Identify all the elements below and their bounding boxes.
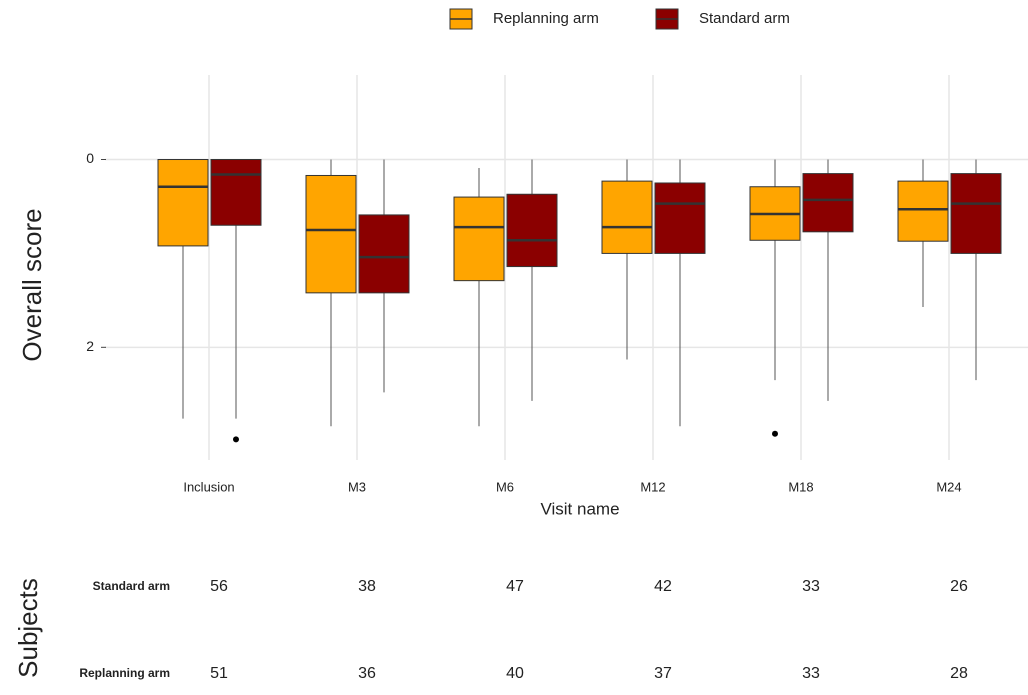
box <box>950 173 1002 254</box>
legend-label: Standard arm <box>699 10 790 27</box>
cell: 37 <box>654 665 672 682</box>
row-label: Standard arm <box>93 579 170 593</box>
box <box>210 159 262 226</box>
box <box>358 214 410 294</box>
row-label: Replanning arm <box>79 666 170 680</box>
cell: 40 <box>506 665 524 682</box>
cell: 56 <box>210 578 228 595</box>
y-axis-title: Overall score <box>17 208 47 361</box>
table-title: Subjects <box>13 578 43 678</box>
cell: 28 <box>950 665 968 682</box>
cell: 38 <box>358 578 376 595</box>
x-tick-label: M12 <box>640 479 665 494</box>
box <box>897 180 949 242</box>
x-tick-label: M18 <box>788 479 813 494</box>
cell: 42 <box>654 578 672 595</box>
x-axis-title: Visit name <box>540 499 619 518</box>
box <box>506 193 558 268</box>
cell: 51 <box>210 665 228 682</box>
box <box>601 180 653 254</box>
box <box>157 159 209 247</box>
x-tick-label: Inclusion <box>183 479 234 494</box>
box <box>453 196 505 282</box>
y-tick-label: 0 <box>86 150 94 166</box>
cell: 36 <box>358 665 376 682</box>
x-tick-label: M6 <box>496 479 514 494</box>
y-tick-label: 2 <box>86 338 94 354</box>
cell: 47 <box>506 578 524 595</box>
outlier <box>772 430 778 437</box>
x-tick-label: M3 <box>348 479 366 494</box>
box <box>654 182 706 254</box>
outlier <box>233 436 239 443</box>
x-tick-label: M24 <box>936 479 961 494</box>
cell: 33 <box>802 578 820 595</box>
box <box>802 173 854 233</box>
cell: 33 <box>802 665 820 682</box>
legend-label: Replanning arm <box>493 10 599 27</box>
cell: 26 <box>950 578 968 595</box>
box <box>305 174 357 294</box>
